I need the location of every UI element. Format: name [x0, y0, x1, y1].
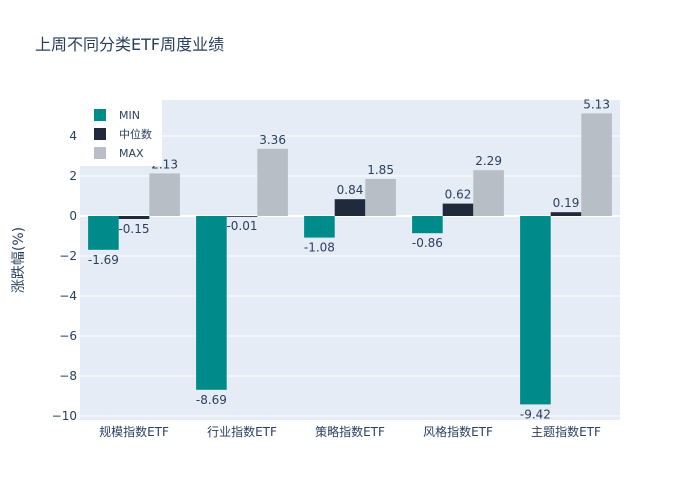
bar: [304, 216, 335, 238]
bar: [550, 212, 582, 216]
data-label: 3.36: [259, 133, 286, 147]
x-tick-label: 风格指数ETF: [423, 424, 493, 439]
bar: [412, 216, 443, 234]
bar: [149, 173, 180, 216]
legend-label: MAX: [119, 147, 144, 160]
data-label: -8.69: [196, 393, 227, 407]
bar: [257, 148, 288, 216]
data-label: -0.15: [118, 222, 149, 236]
bar: [442, 203, 474, 216]
bar: [226, 216, 258, 217]
y-tick-label: 2: [69, 169, 77, 183]
axis-ticks: −10 −8 −6 −4 −2 0 2 4 规模指数ETF 行业指数ETF 策略指数ETF 风格指数E…: [52, 129, 601, 439]
x-tick-label: 主题指数ETF: [531, 424, 601, 439]
bars: [88, 113, 612, 405]
legend-swatch: [94, 109, 106, 121]
y-tick-label: −6: [59, 329, 77, 343]
y-tick-label: 4: [69, 129, 77, 143]
bar: [88, 216, 119, 250]
data-label: -1.69: [88, 253, 119, 267]
data-label: 0.84: [337, 183, 364, 197]
bar: [334, 199, 366, 216]
data-label: -9.42: [520, 407, 551, 421]
x-tick-label: 行业指数ETF: [207, 424, 277, 439]
bar: [196, 216, 227, 390]
data-label: 0.62: [445, 188, 472, 202]
bar: [473, 170, 504, 216]
data-label: -1.08: [304, 241, 335, 255]
bar: [365, 179, 396, 216]
y-tick-label: −4: [59, 289, 77, 303]
bar: [581, 113, 612, 216]
legend: MIN 中位数 MAX: [80, 100, 162, 166]
y-axis-label: 涨跌幅(%): [11, 227, 27, 293]
data-label: 5.13: [583, 97, 610, 111]
x-tick-label: 规模指数ETF: [99, 424, 169, 439]
chart-title: 上周不同分类ETF周度业绩: [35, 35, 224, 54]
x-tick-label: 策略指数ETF: [315, 424, 385, 439]
bar: [520, 216, 551, 405]
y-tick-label: −8: [59, 369, 77, 383]
data-label: -0.86: [412, 236, 443, 250]
legend-label: 中位数: [119, 127, 152, 141]
legend-box: [80, 100, 162, 166]
data-label: -0.01: [226, 219, 257, 233]
data-label: 1.85: [367, 163, 394, 177]
legend-label: MIN: [119, 109, 140, 122]
data-labels: -1.69 -8.69 -1.08 -0.86 -9.42 -0.15 -0.01 0.84 0…: [88, 97, 610, 421]
y-tick-label: −2: [59, 249, 77, 263]
legend-swatch: [94, 128, 106, 140]
y-tick-label: −10: [52, 409, 77, 423]
data-label: 0.19: [553, 196, 580, 210]
legend-swatch: [94, 147, 106, 159]
y-tick-label: 0: [69, 209, 77, 223]
data-label: 2.29: [475, 154, 502, 168]
bar: [118, 216, 150, 219]
